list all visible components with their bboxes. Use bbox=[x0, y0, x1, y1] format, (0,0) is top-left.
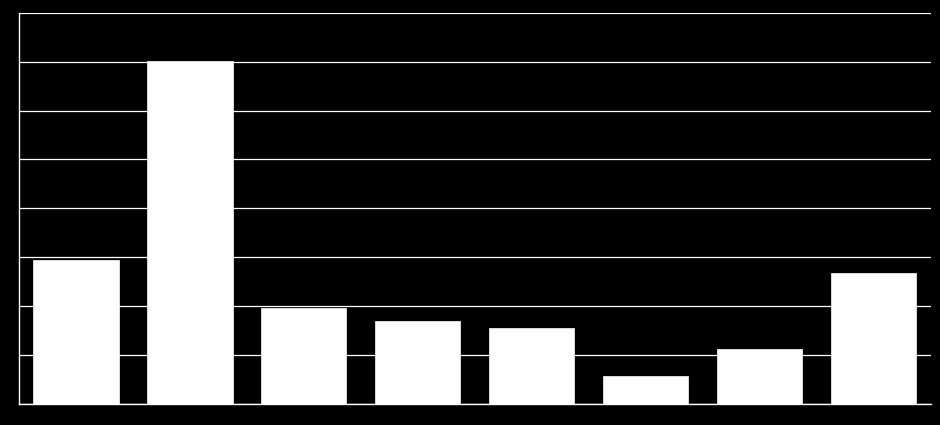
Bar bbox=[603, 376, 688, 404]
Bar bbox=[375, 321, 461, 404]
Bar bbox=[717, 349, 803, 404]
Bar bbox=[147, 61, 232, 404]
Bar bbox=[261, 308, 347, 404]
Bar bbox=[489, 328, 574, 404]
Bar bbox=[33, 260, 118, 404]
Bar bbox=[831, 273, 916, 404]
